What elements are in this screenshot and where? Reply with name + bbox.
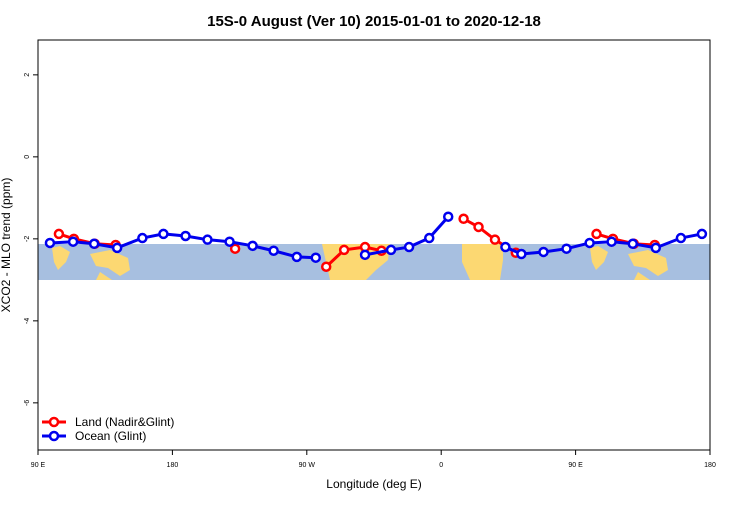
- x-tick-label: 0: [439, 462, 443, 469]
- data-point: [650, 242, 662, 254]
- data-point: [158, 228, 169, 240]
- data-point: [53, 228, 65, 240]
- data-point: [320, 261, 332, 272]
- data-point: [500, 241, 511, 253]
- x-tick-label: 90 W: [299, 462, 316, 469]
- data-point: [268, 245, 279, 256]
- legend-label: Land (Nadir&Glint): [75, 415, 174, 429]
- data-point: [696, 228, 708, 240]
- data-point: [584, 237, 595, 249]
- data-point: [338, 244, 350, 256]
- data-point: [310, 252, 322, 263]
- data-point: [516, 248, 527, 260]
- legend-marker: [48, 416, 60, 428]
- data-point: [538, 246, 549, 258]
- data-point: [675, 232, 687, 244]
- data-point: [606, 236, 617, 247]
- data-point: [403, 241, 415, 253]
- y-axis-label: XCO2 - MLO trend (ppm): [0, 178, 13, 313]
- legend: Land (Nadir&Glint)Ocean (Glint): [42, 415, 174, 443]
- data-point: [458, 213, 469, 225]
- y-tick-label: -4: [24, 318, 31, 324]
- data-point: [591, 228, 602, 240]
- y-tick-label: 0: [24, 155, 31, 159]
- x-tick-label: 180: [704, 462, 716, 469]
- chart-title: 15S-0 August (Ver 10) 2015-01-01 to 2020…: [207, 13, 541, 30]
- data-point: [291, 251, 303, 263]
- x-axis-label: Longitude (deg E): [326, 477, 421, 491]
- data-point: [489, 234, 501, 245]
- data-point: [442, 211, 454, 222]
- x-tick-label: 90 E: [31, 462, 46, 469]
- data-point: [111, 242, 123, 254]
- y-tick-label: -2: [24, 236, 31, 242]
- data-point: [88, 238, 100, 250]
- y-tick-label: -6: [24, 400, 31, 406]
- data-point: [137, 232, 148, 244]
- legend-marker: [48, 430, 60, 442]
- data-point: [627, 238, 639, 250]
- data-point: [424, 232, 435, 244]
- x-tick-label: 90 E: [568, 462, 583, 469]
- data-point: [473, 221, 484, 233]
- data-point: [67, 236, 79, 247]
- data-point: [229, 243, 241, 254]
- data-point: [247, 240, 258, 252]
- data-point: [359, 249, 371, 261]
- x-tick-label: 180: [167, 462, 179, 469]
- data-point: [44, 237, 56, 249]
- y-tick-label: 2: [24, 73, 31, 77]
- data-point: [224, 236, 235, 247]
- plot-frame: [37, 39, 711, 451]
- data-point: [561, 243, 572, 254]
- data-point: [180, 230, 191, 242]
- data-point: [385, 244, 397, 256]
- data-point: [202, 234, 213, 245]
- legend-label: Ocean (Glint): [75, 429, 146, 443]
